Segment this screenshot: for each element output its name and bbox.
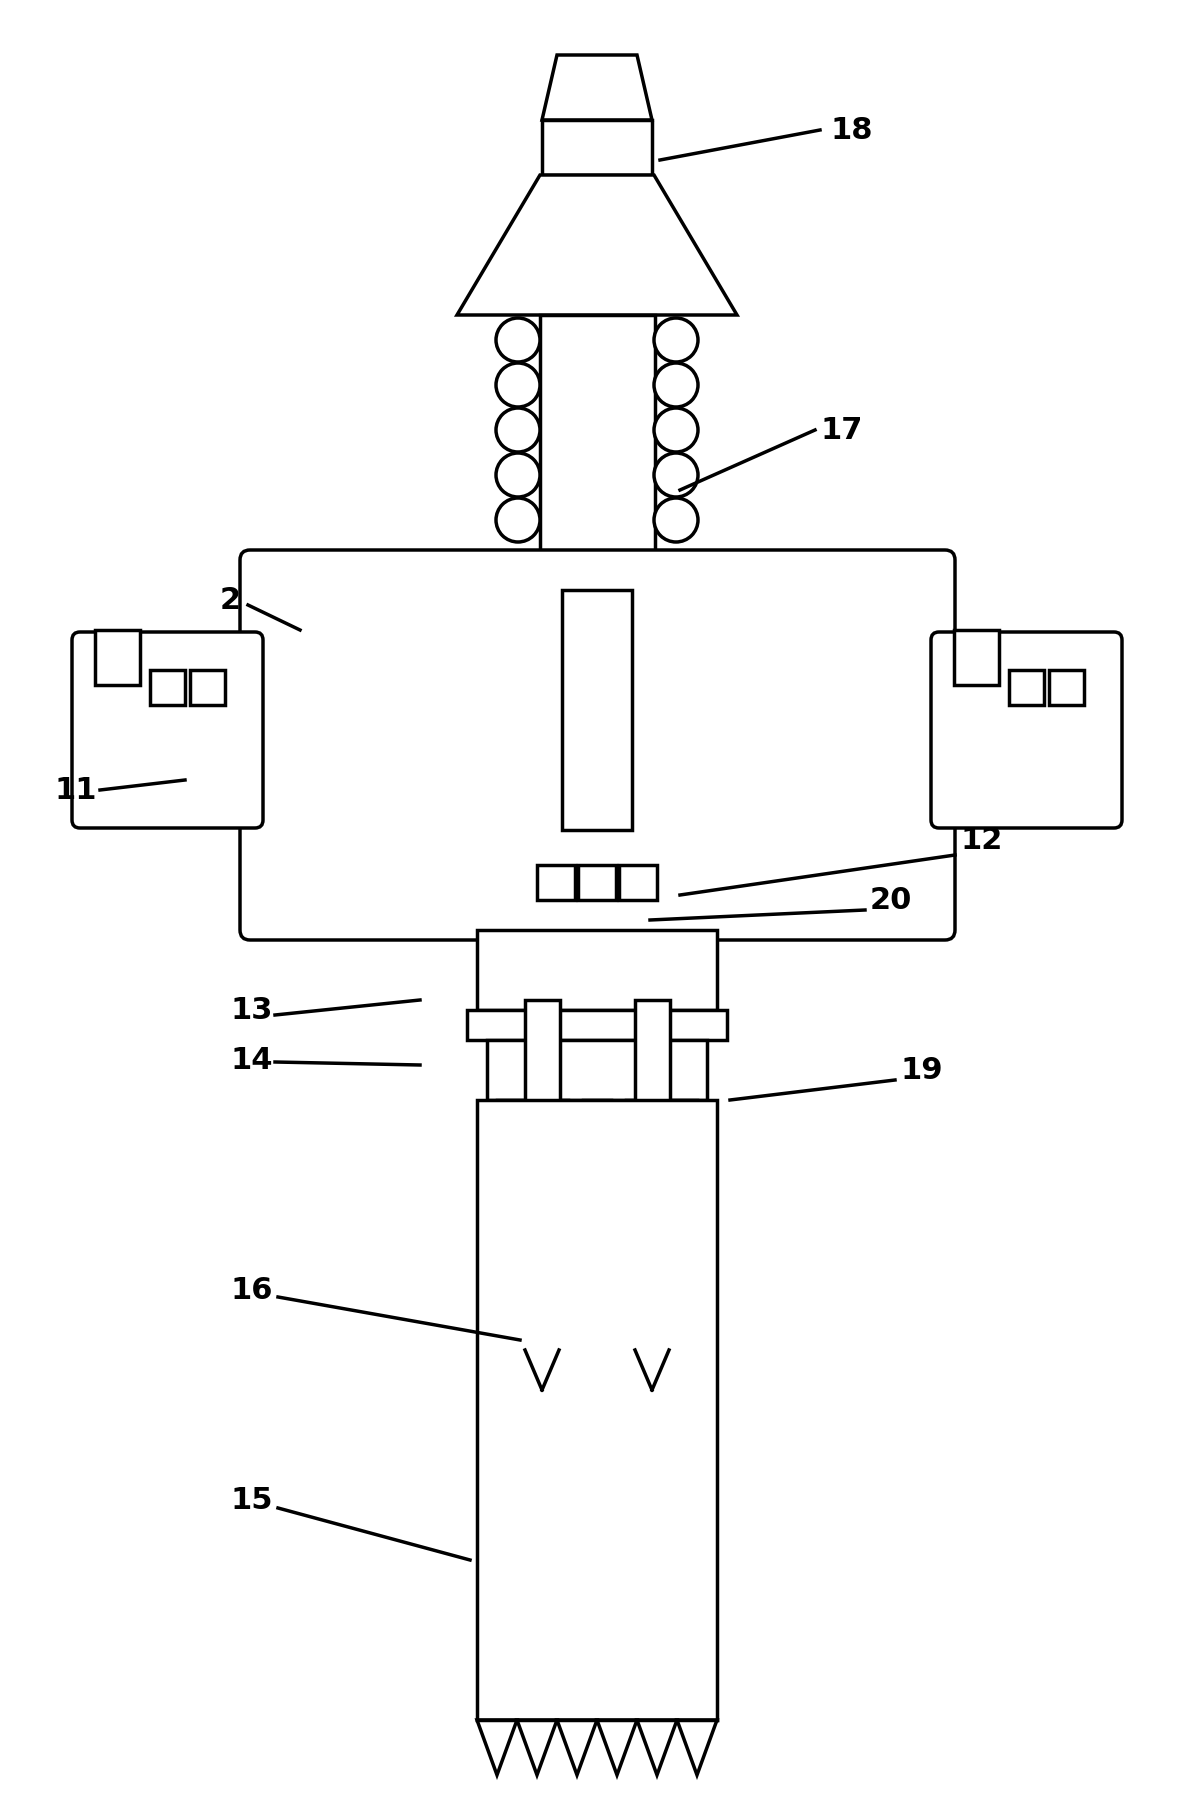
Bar	[540, 1099, 568, 1123]
Circle shape	[654, 318, 698, 362]
Bar	[190, 670, 224, 705]
Bar	[542, 120, 652, 174]
Bar	[540, 314, 656, 560]
Bar	[618, 865, 657, 899]
FancyBboxPatch shape	[931, 632, 1122, 829]
Bar	[1009, 670, 1044, 705]
Bar	[578, 865, 616, 899]
Bar	[537, 865, 576, 899]
Bar	[1050, 670, 1084, 705]
Text: 12: 12	[960, 825, 1003, 854]
FancyBboxPatch shape	[240, 551, 955, 939]
Bar	[467, 1010, 727, 1039]
Bar	[626, 1099, 654, 1123]
Text: 2: 2	[220, 585, 241, 614]
Bar	[525, 999, 560, 1350]
Bar	[583, 1099, 611, 1123]
Circle shape	[496, 363, 540, 407]
Bar	[487, 1039, 707, 1099]
Circle shape	[496, 318, 540, 362]
Text: 18: 18	[830, 116, 873, 145]
Polygon shape	[517, 1721, 556, 1775]
Polygon shape	[597, 1721, 638, 1775]
Bar	[96, 630, 140, 685]
Bar	[476, 1099, 718, 1721]
Circle shape	[496, 452, 540, 498]
FancyBboxPatch shape	[72, 632, 263, 829]
Bar	[150, 670, 185, 705]
Polygon shape	[457, 174, 737, 314]
Text: 20: 20	[870, 885, 912, 914]
Text: 11: 11	[55, 776, 98, 805]
Bar	[669, 1099, 697, 1123]
Bar	[476, 930, 718, 1010]
Circle shape	[496, 409, 540, 452]
Circle shape	[654, 498, 698, 541]
Bar	[635, 999, 670, 1350]
Circle shape	[654, 409, 698, 452]
Bar	[954, 630, 999, 685]
Circle shape	[654, 452, 698, 498]
Text: 19: 19	[900, 1056, 942, 1085]
Polygon shape	[638, 1721, 677, 1775]
Circle shape	[654, 363, 698, 407]
Bar	[497, 1099, 525, 1123]
Bar	[562, 591, 632, 830]
Circle shape	[496, 498, 540, 541]
Polygon shape	[556, 1721, 597, 1775]
Polygon shape	[476, 1721, 517, 1775]
Text: 17: 17	[820, 416, 862, 445]
Polygon shape	[677, 1721, 718, 1775]
Polygon shape	[542, 55, 652, 120]
Text: 14: 14	[230, 1045, 272, 1074]
Text: 13: 13	[230, 996, 272, 1025]
Text: 15: 15	[230, 1486, 272, 1515]
Text: 16: 16	[230, 1276, 272, 1305]
